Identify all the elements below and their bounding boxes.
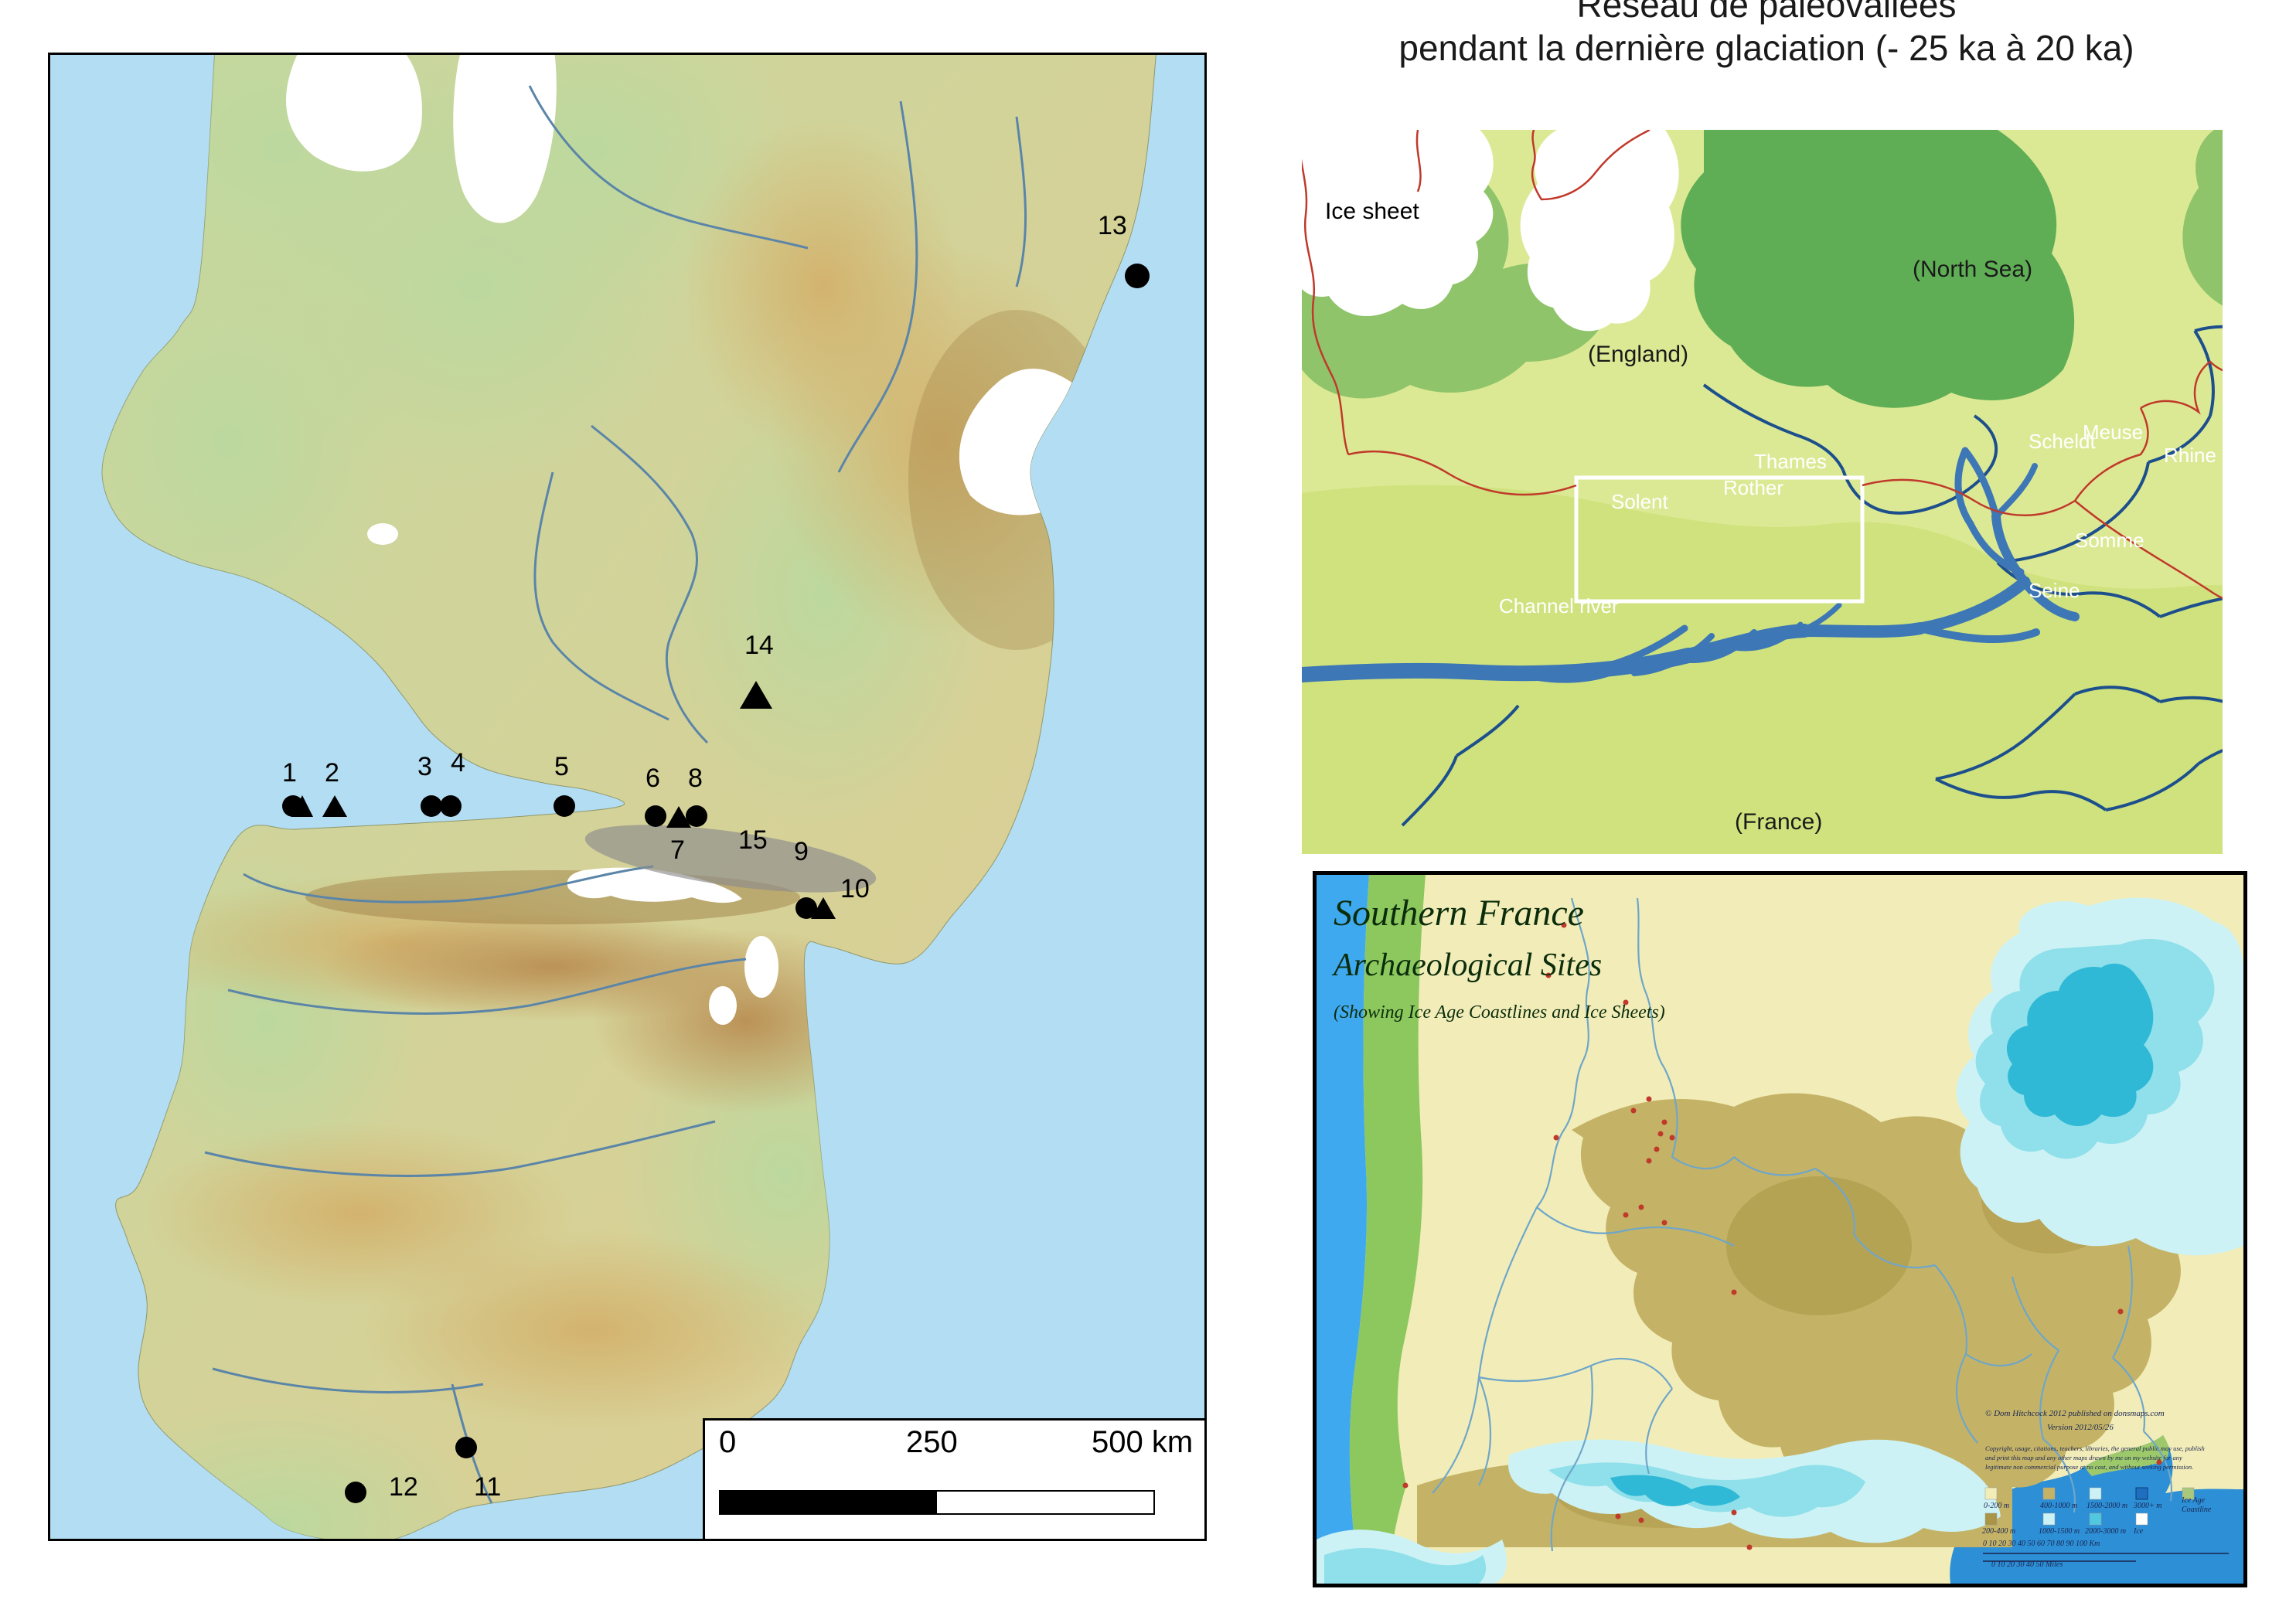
- svg-text:9: 9: [794, 837, 809, 866]
- svg-text:Version 2012/05/26: Version 2012/05/26: [2047, 1423, 2114, 1432]
- svg-text:Ice Age: Ice Age: [2181, 1496, 2206, 1505]
- svg-text:11: 11: [474, 1472, 501, 1502]
- svg-text:200-400 m: 200-400 m: [1982, 1527, 2015, 1536]
- svg-text:Archaeological Sites: Archaeological Sites: [1331, 948, 1602, 983]
- svg-text:(France): (France): [1735, 809, 1822, 835]
- svg-text:400-1000 m: 400-1000 m: [2040, 1502, 2077, 1510]
- svg-text:and print this map and any oth: and print this map and any other maps dr…: [1985, 1454, 2182, 1461]
- svg-text:(England): (England): [1588, 342, 1688, 367]
- svg-text:14: 14: [744, 631, 774, 660]
- svg-text:4: 4: [451, 748, 465, 777]
- svg-text:Thames: Thames: [1754, 450, 1827, 473]
- svg-text:(North Sea): (North Sea): [1913, 257, 2032, 282]
- svg-text:3: 3: [417, 752, 432, 781]
- svg-text:1: 1: [282, 758, 297, 788]
- svg-text:10: 10: [840, 874, 870, 903]
- svg-text:0-200 m: 0-200 m: [1984, 1502, 2009, 1510]
- svg-text:Coastline: Coastline: [2182, 1506, 2212, 1514]
- svg-text:© Dom Hitchcock 2012 published: © Dom Hitchcock 2012 published on donsma…: [1985, 1409, 2165, 1418]
- svg-text:legitimate non commercial purp: legitimate non commercial purpose at no …: [1985, 1463, 2193, 1471]
- svg-text:2: 2: [325, 758, 339, 788]
- svg-text:8: 8: [688, 764, 703, 793]
- svg-text:2000-3000 m: 2000-3000 m: [2085, 1527, 2126, 1536]
- svg-text:Ice sheet: Ice sheet: [1325, 199, 1419, 224]
- svg-text:5: 5: [554, 752, 569, 781]
- svg-text:Rhine: Rhine: [2164, 444, 2216, 467]
- svg-text:Seine: Seine: [2029, 579, 2080, 602]
- svg-text:1000-1500 m: 1000-1500 m: [2039, 1527, 2080, 1536]
- svg-text:6: 6: [646, 764, 660, 793]
- svg-text:1500-2000 m: 1500-2000 m: [2086, 1502, 2127, 1510]
- svg-text:15: 15: [738, 825, 768, 855]
- svg-text:Meuse: Meuse: [2083, 420, 2143, 444]
- svg-text:Ice: Ice: [2133, 1527, 2144, 1536]
- svg-text:3000+ m: 3000+ m: [2133, 1502, 2161, 1510]
- svg-text:12: 12: [389, 1472, 418, 1502]
- svg-text:Copyright, usage, citations, t: Copyright, usage, citations, teachers, l…: [1985, 1444, 2205, 1452]
- svg-text:Solent: Solent: [1611, 490, 1668, 513]
- svg-text:Channel river: Channel river: [1499, 594, 1619, 618]
- svg-text:Rother: Rother: [1723, 476, 1783, 499]
- svg-text:0 10 20 30 40 50 60 70: 0 10 20 30 40 50 60 70 80 90 100 Km: [1983, 1540, 2100, 1548]
- svg-text:Southern France: Southern France: [1334, 893, 1584, 934]
- svg-text:7: 7: [670, 835, 685, 865]
- svg-text:13: 13: [1098, 211, 1127, 240]
- svg-text:Somme: Somme: [2075, 529, 2144, 552]
- svg-text:(Showing Ice Age Coastlines an: (Showing Ice Age Coastlines and Ice Shee…: [1334, 1002, 1665, 1022]
